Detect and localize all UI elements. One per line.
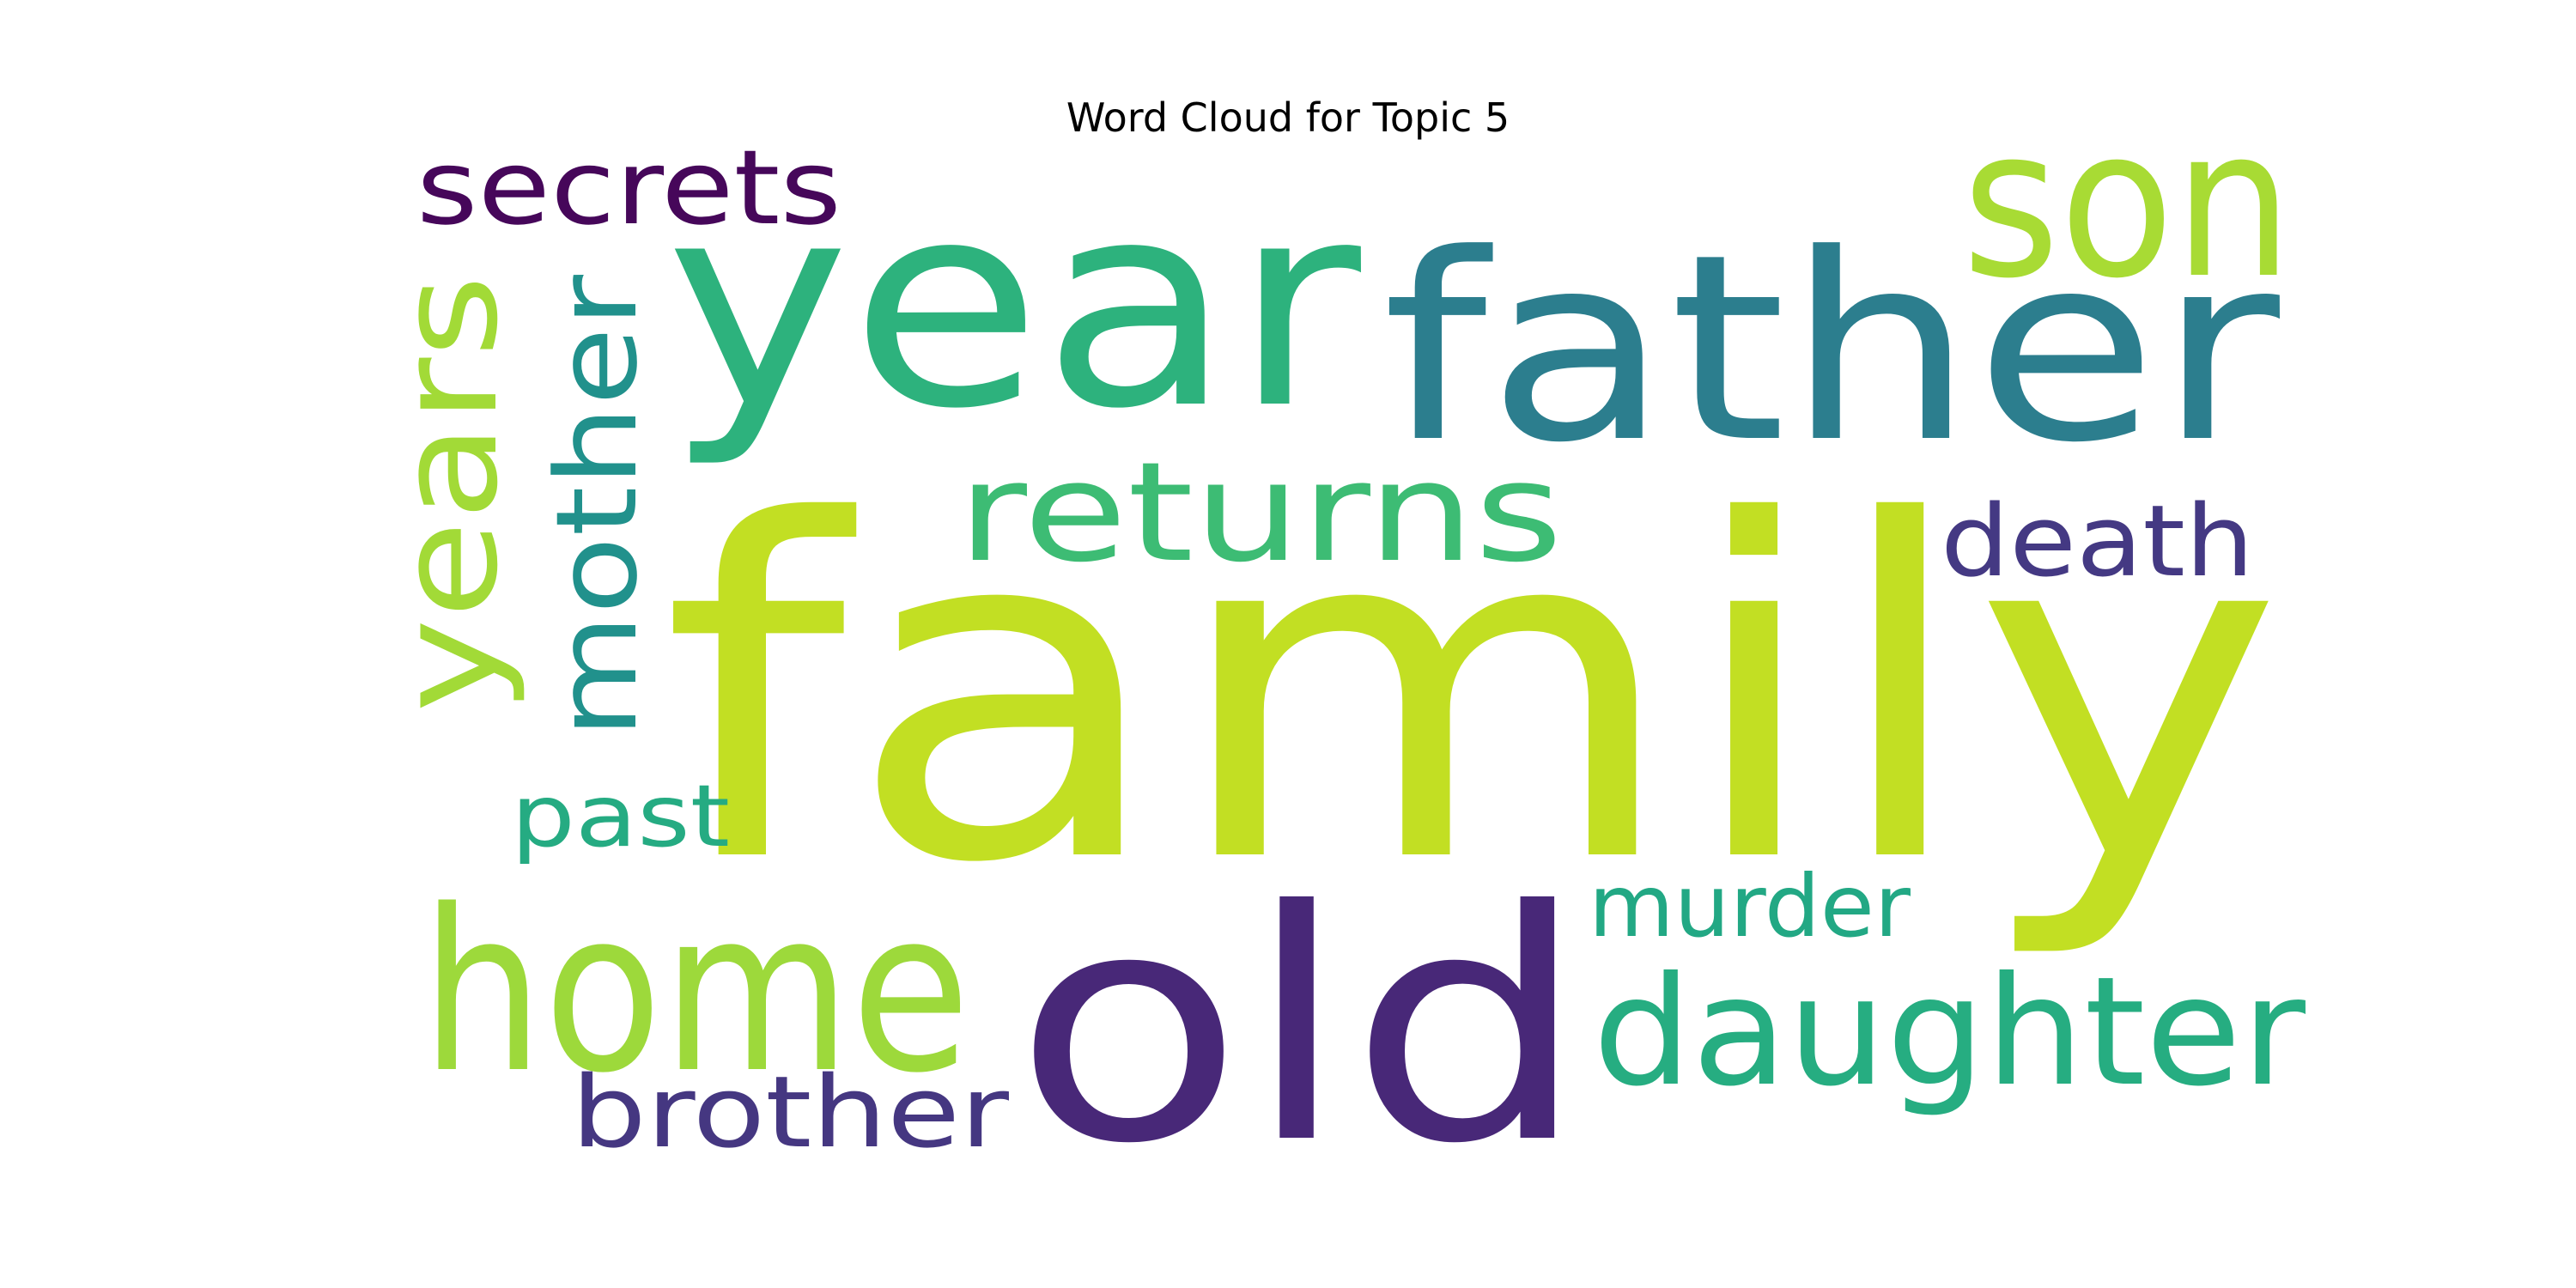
word-father: father [1382, 199, 2283, 499]
word-daughter: daughter [1593, 945, 2306, 1120]
chart-title: Word Cloud for Topic 5 [1066, 94, 1510, 141]
word-returns: returns [957, 432, 1563, 592]
word-years: years [368, 275, 528, 713]
word-year: year [665, 141, 1364, 471]
word-brother: brother [571, 1055, 1010, 1170]
word-past: past [511, 766, 730, 866]
word-home: home [421, 863, 970, 1122]
word-secrets: secrets [416, 129, 841, 248]
word-family: family [661, 425, 2284, 964]
word-mother: mother [532, 274, 662, 738]
word-son: son [1962, 83, 2293, 324]
word-old: old [1013, 844, 1589, 1213]
word-murder: murder [1589, 856, 1911, 957]
word-death: death [1941, 484, 2254, 599]
